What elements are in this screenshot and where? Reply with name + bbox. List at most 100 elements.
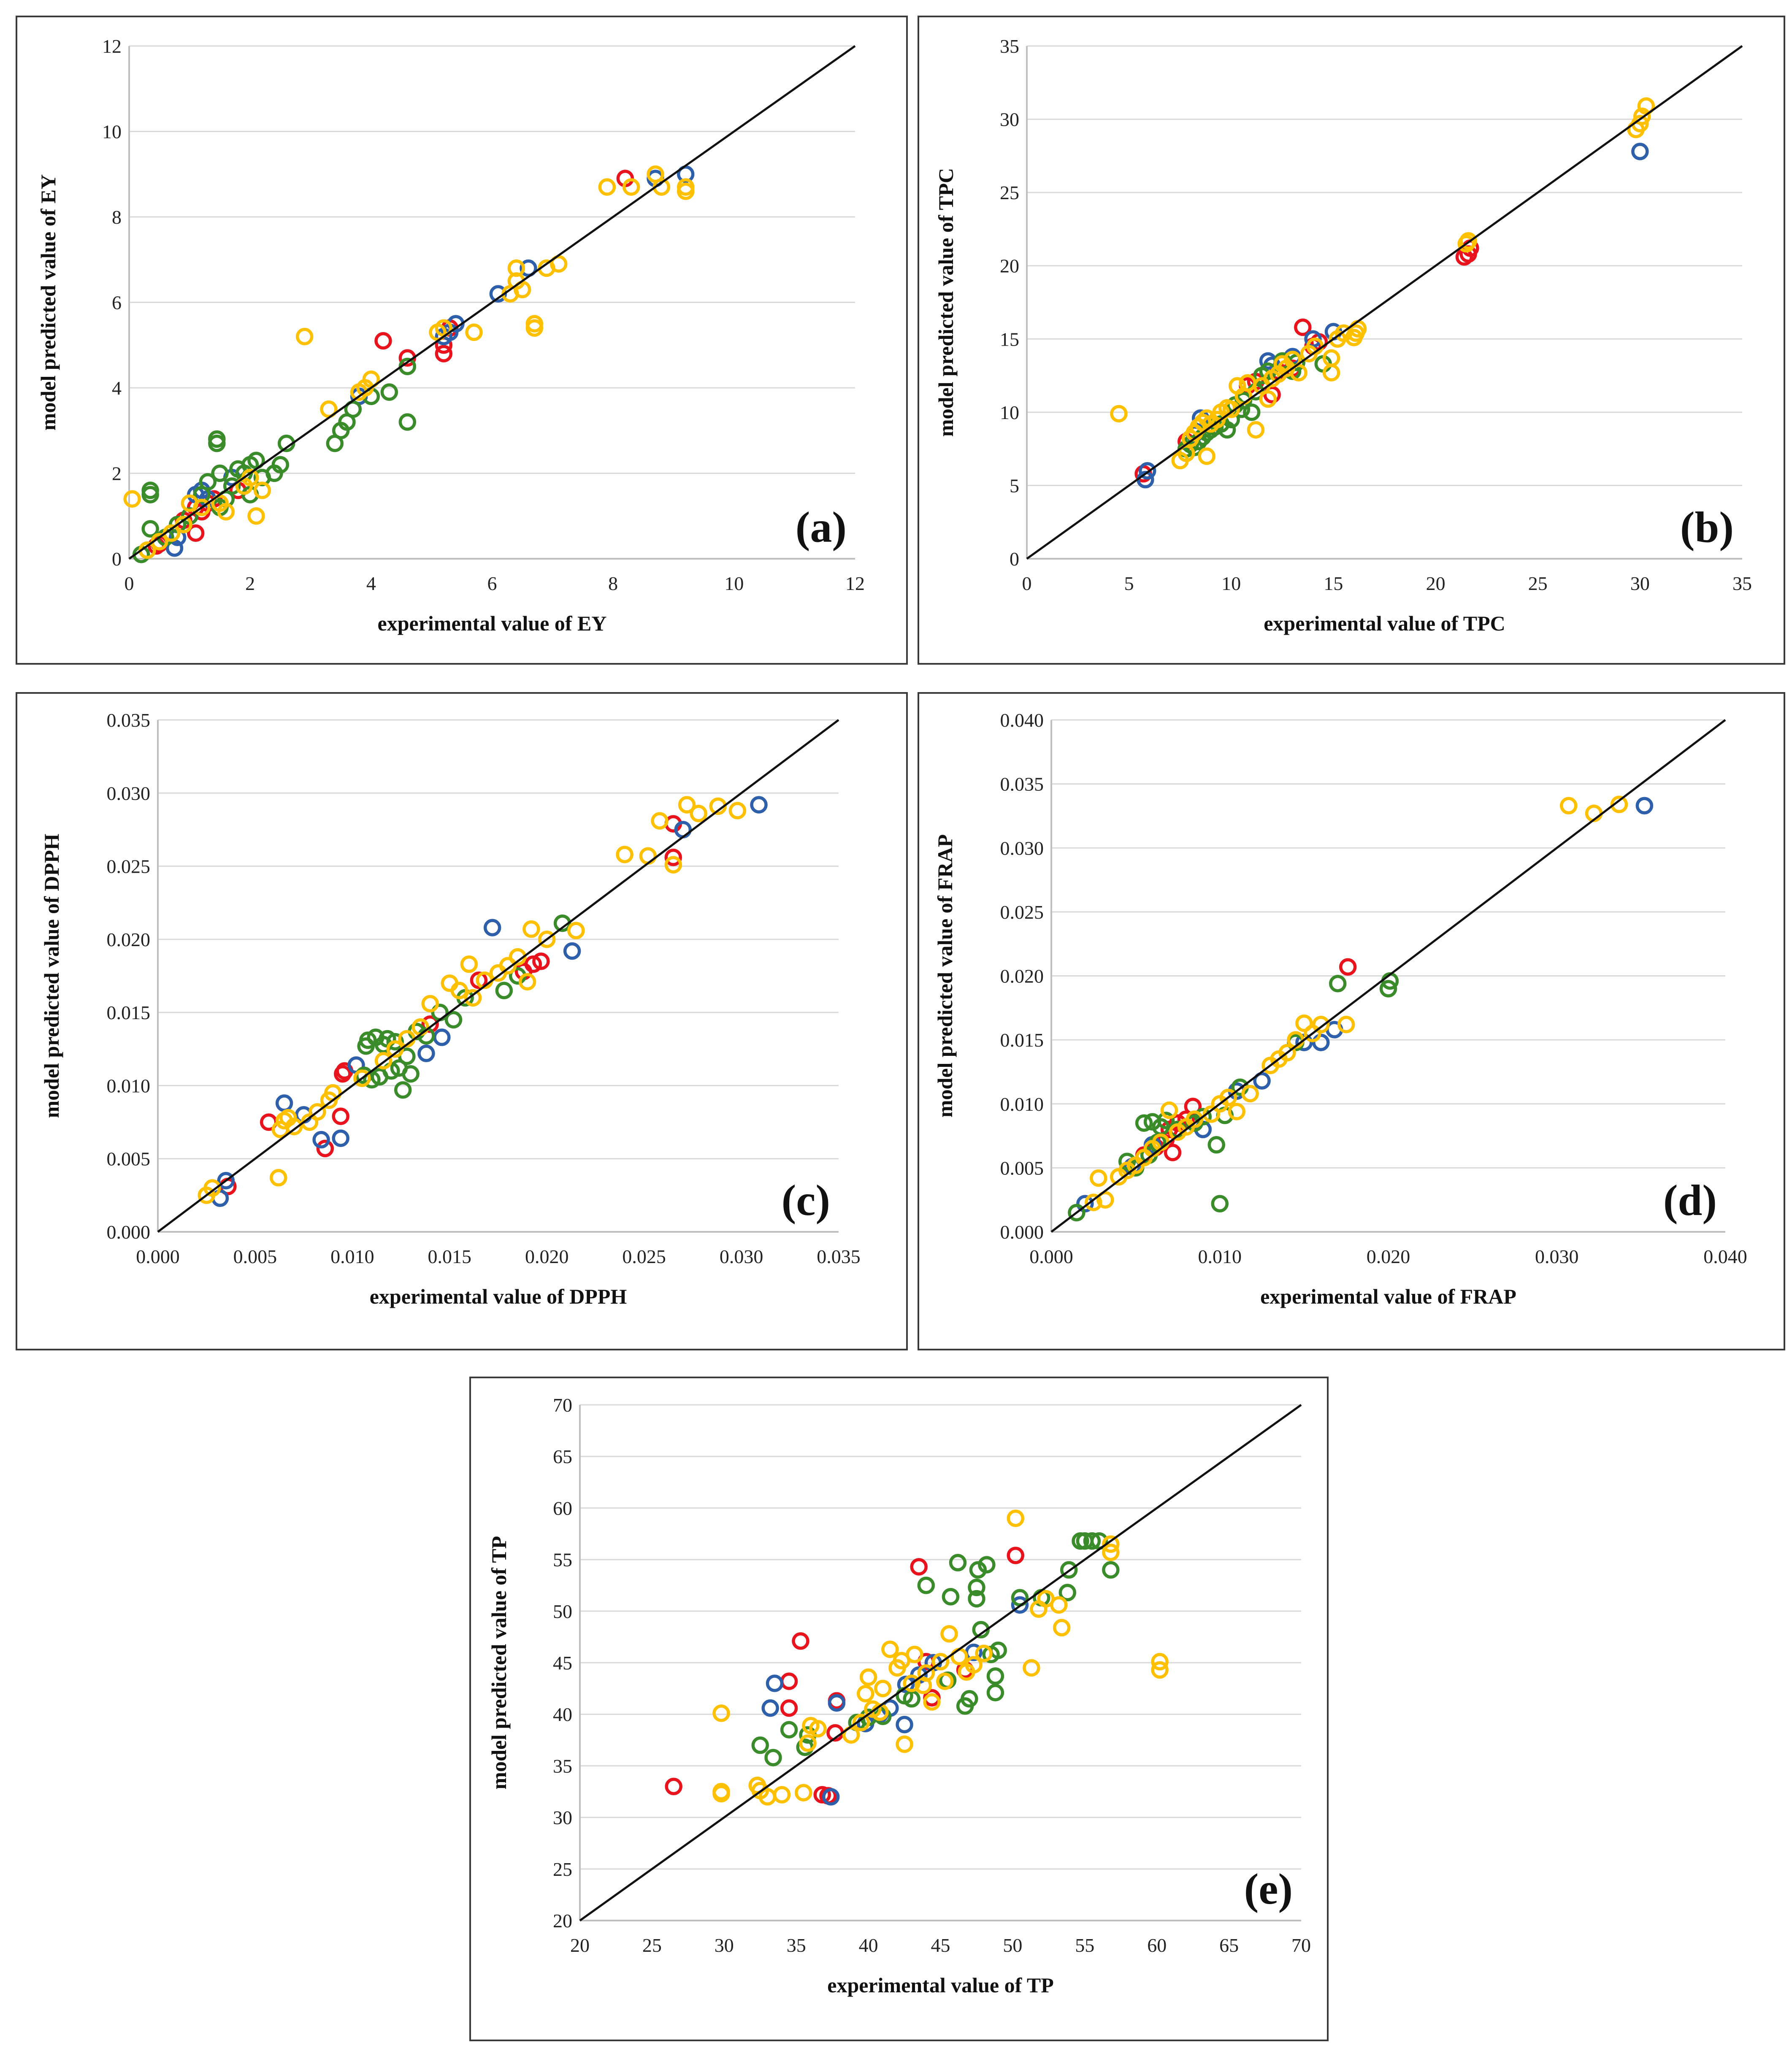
data-point-yellow <box>1090 1169 1107 1187</box>
data-point-yellow <box>1007 1510 1024 1527</box>
y-tick-label: 4 <box>112 377 122 399</box>
data-point-red <box>532 952 550 970</box>
x-tick-label: 20 <box>570 1934 590 1956</box>
data-point-yellow <box>1610 795 1628 813</box>
panel-label: (b) <box>1680 503 1734 552</box>
x-tick-label: 0.030 <box>720 1246 763 1267</box>
data-point-green <box>211 464 229 482</box>
x-tick-label: 0.040 <box>1703 1246 1747 1267</box>
y-axis-label: model predicted value of EY <box>36 174 60 430</box>
data-point-yellow <box>309 1103 326 1121</box>
x-tick-label: 0.035 <box>817 1246 861 1267</box>
data-point-red <box>332 1107 349 1125</box>
data-point-yellow <box>975 1645 993 1662</box>
data-point-yellow <box>616 846 633 863</box>
y-tick-label: 6 <box>112 292 122 314</box>
y-tick-label: 0.025 <box>107 856 151 877</box>
y-tick-label: 0.020 <box>1000 966 1044 987</box>
data-point-green <box>949 1554 967 1572</box>
y-tick-label: 0.030 <box>107 782 151 804</box>
data-point-yellow <box>639 847 657 865</box>
data-point-yellow <box>1160 1101 1178 1119</box>
data-point-green <box>986 1684 1004 1702</box>
x-tick-label: 35 <box>1732 573 1752 594</box>
data-point-red <box>374 332 392 350</box>
data-point-green <box>978 1556 996 1574</box>
data-point-red <box>780 1699 798 1717</box>
data-point-yellow <box>1085 1193 1102 1212</box>
data-point-red <box>1294 318 1312 336</box>
data-point-green <box>1083 1532 1101 1550</box>
x-tick-label: 60 <box>1147 1934 1167 1956</box>
y-axis-label: model predicted value of TP <box>487 1536 511 1790</box>
data-point-yellow <box>1278 1044 1296 1062</box>
data-point-yellow <box>464 989 482 1007</box>
data-point-blue <box>433 1028 451 1046</box>
y-axis-label: model predicted value of TPC <box>934 168 958 437</box>
data-point-yellow <box>353 1069 371 1087</box>
data-point-yellow <box>374 1052 393 1070</box>
x-tick-label: 15 <box>1324 573 1343 594</box>
y-tick-label: 12 <box>102 35 122 57</box>
x-tick-label: 40 <box>859 1934 878 1956</box>
data-point-green <box>271 456 290 473</box>
data-point-yellow <box>809 1720 827 1738</box>
data-point-yellow <box>320 400 338 418</box>
data-point-yellow <box>903 1675 920 1692</box>
data-point-green <box>1060 1561 1078 1579</box>
data-point-blue <box>766 1675 784 1692</box>
data-point-yellow <box>1312 1015 1330 1033</box>
data-point-yellow <box>690 805 707 822</box>
data-point-yellow <box>1633 107 1651 125</box>
x-tick-label: 30 <box>1630 573 1650 594</box>
data-point-green <box>141 482 159 499</box>
data-point-yellow <box>1259 390 1277 408</box>
data-point-yellow <box>550 255 568 273</box>
data-point-yellow <box>1322 364 1340 381</box>
data-point-yellow <box>253 482 271 499</box>
data-point-yellow <box>677 178 695 196</box>
data-point-yellow <box>435 319 453 337</box>
data-point-green <box>380 383 398 401</box>
y-tick-label: 10 <box>102 121 122 143</box>
data-point-yellow <box>622 178 640 196</box>
data-point-green <box>969 1561 987 1579</box>
x-tick-label: 4 <box>366 573 376 594</box>
y-tick-label: 35 <box>1000 35 1019 57</box>
data-point-red <box>470 971 488 989</box>
x-tick-label: 25 <box>642 1934 662 1956</box>
x-tick-label: 12 <box>845 573 865 594</box>
x-tick-label: 20 <box>1426 573 1446 594</box>
y-tick-label: 0.040 <box>1000 709 1044 731</box>
x-tick-label: 0 <box>125 573 134 594</box>
panel-label: (e) <box>1244 1865 1293 1913</box>
data-point-yellow <box>936 1672 954 1690</box>
data-point-green <box>1102 1561 1120 1579</box>
data-point-yellow <box>950 1648 968 1666</box>
y-tick-label: 70 <box>553 1394 572 1416</box>
scatter-plot-b: 0 5 10 15 20 25 30 35 0 5 10 15 20 25 30 35 experimental… <box>934 35 1752 635</box>
data-point-green <box>344 400 362 418</box>
x-tick-label: 5 <box>1124 573 1134 594</box>
y-tick-label: 0.035 <box>1000 774 1044 795</box>
data-point-yellow <box>1110 405 1128 423</box>
data-point-green <box>968 1578 985 1596</box>
data-point-yellow <box>1151 1653 1169 1671</box>
data-point-red <box>792 1632 809 1650</box>
data-point-blue <box>1253 1072 1271 1090</box>
data-point-yellow <box>931 1653 950 1671</box>
data-point-yellow <box>123 490 141 508</box>
x-tick-label: 30 <box>715 1934 734 1956</box>
x-tick-label: 10 <box>1221 573 1241 594</box>
data-point-yellow <box>1102 1535 1120 1553</box>
data-point-green <box>1218 421 1236 439</box>
data-point-yellow <box>1295 1014 1313 1032</box>
chart-panel-c: 0.000 0.005 0.010 0.015 0.020 0.025 0.030 0.035… <box>16 692 908 1350</box>
data-point-yellow <box>1186 1110 1204 1128</box>
data-point-yellow <box>896 1735 913 1753</box>
data-point-red <box>435 345 453 363</box>
y-tick-label: 0.030 <box>1000 837 1044 859</box>
y-tick-label: 0 <box>1010 548 1019 570</box>
data-point-green <box>1157 1112 1175 1129</box>
y-tick-label: 0.010 <box>107 1075 151 1096</box>
